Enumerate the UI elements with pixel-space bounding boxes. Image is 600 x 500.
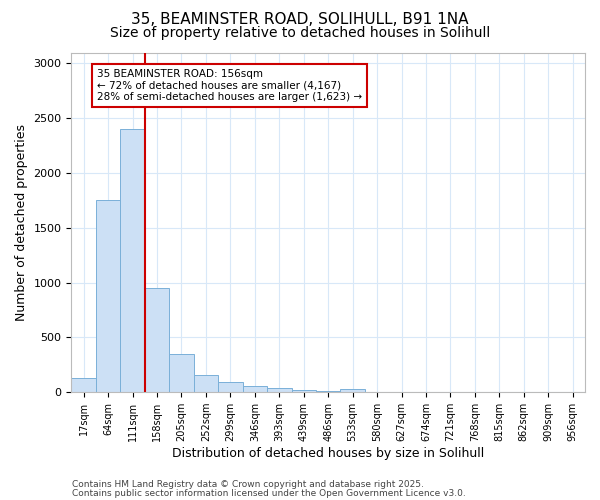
Bar [242, 386, 267, 392]
Y-axis label: Number of detached properties: Number of detached properties [15, 124, 28, 321]
Bar [145, 288, 169, 392]
Bar [121, 129, 145, 392]
Text: Contains public sector information licensed under the Open Government Licence v3: Contains public sector information licen… [72, 490, 466, 498]
Text: 35, BEAMINSTER ROAD, SOLIHULL, B91 1NA: 35, BEAMINSTER ROAD, SOLIHULL, B91 1NA [131, 12, 469, 28]
Bar [292, 390, 316, 392]
Text: Contains HM Land Registry data © Crown copyright and database right 2025.: Contains HM Land Registry data © Crown c… [72, 480, 424, 489]
Bar [71, 378, 96, 392]
Bar [316, 390, 340, 392]
Bar [194, 374, 218, 392]
Bar [267, 388, 292, 392]
Text: 35 BEAMINSTER ROAD: 156sqm
← 72% of detached houses are smaller (4,167)
28% of s: 35 BEAMINSTER ROAD: 156sqm ← 72% of deta… [97, 69, 362, 102]
Bar [218, 382, 242, 392]
Text: Size of property relative to detached houses in Solihull: Size of property relative to detached ho… [110, 26, 490, 40]
X-axis label: Distribution of detached houses by size in Solihull: Distribution of detached houses by size … [172, 447, 484, 460]
Bar [96, 200, 121, 392]
Bar [169, 354, 194, 392]
Bar [340, 389, 365, 392]
